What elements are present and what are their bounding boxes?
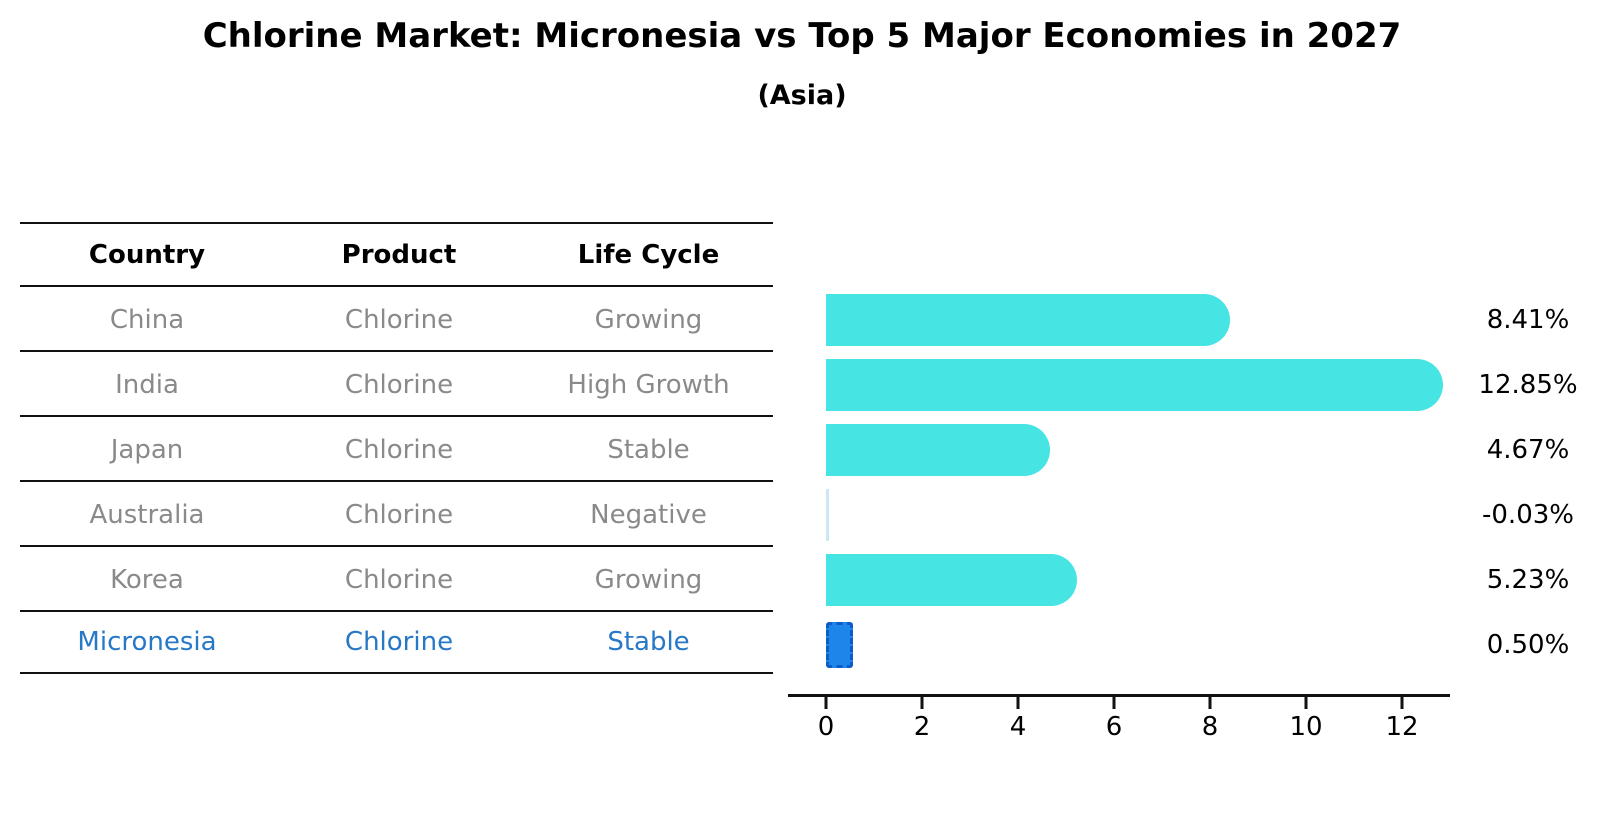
table-cell-product: Chlorine bbox=[344, 627, 454, 657]
table-cell-life-cycle: Growing bbox=[594, 564, 703, 595]
bar-value-label: 5.23% bbox=[1486, 565, 1570, 595]
chart-title: Chlorine Market: Micronesia vs Top 5 Maj… bbox=[202, 16, 1402, 56]
table-row: India Chlorine High Growth bbox=[20, 352, 773, 417]
table-cell-country: Korea bbox=[110, 564, 184, 595]
table-cell-country: Micronesia bbox=[77, 627, 217, 657]
bar-korea bbox=[826, 554, 1078, 606]
bar-japan bbox=[826, 424, 1051, 476]
table-header-country: Country bbox=[88, 239, 206, 270]
x-axis-tick-label: 10 bbox=[1289, 712, 1323, 742]
table-separator-line bbox=[20, 480, 773, 482]
x-axis-tick-mark bbox=[1112, 697, 1116, 709]
table-row: Japan Chlorine Stable bbox=[20, 417, 773, 482]
table-cell-product: Chlorine bbox=[344, 499, 454, 530]
bar-value-label: 4.67% bbox=[1486, 435, 1570, 465]
bar-value-label: 12.85% bbox=[1478, 370, 1578, 400]
table-cell-product: Chlorine bbox=[344, 434, 454, 465]
bar-value-label: 0.50% bbox=[1486, 630, 1570, 660]
table-row: Korea Chlorine Growing bbox=[20, 547, 773, 612]
x-axis-tick-mark bbox=[920, 697, 924, 709]
table-row: Micronesia Chlorine Stable bbox=[20, 612, 773, 672]
x-axis-tick-mark bbox=[1304, 697, 1308, 709]
table-cell-product: Chlorine bbox=[344, 369, 454, 400]
table-separator-line bbox=[20, 415, 773, 417]
table-header-row: Country Product Life Cycle bbox=[20, 224, 773, 285]
table-header-product: Product bbox=[341, 239, 457, 270]
bar-value-label: 8.41% bbox=[1486, 305, 1570, 335]
x-axis-tick-label: 2 bbox=[913, 712, 931, 742]
table-cell-country: Japan bbox=[110, 434, 184, 465]
table-separator-line bbox=[20, 545, 773, 547]
table-cell-life-cycle: Growing bbox=[594, 304, 703, 335]
x-axis-tick-mark bbox=[1208, 697, 1212, 709]
x-axis-tick-mark bbox=[1016, 697, 1020, 709]
table-cell-life-cycle: High Growth bbox=[567, 369, 730, 400]
table-separator-line bbox=[20, 285, 773, 287]
table-cell-life-cycle: Stable bbox=[607, 434, 690, 465]
x-axis-tick-mark bbox=[824, 697, 828, 709]
bar-micronesia bbox=[826, 622, 853, 668]
table-separator-line bbox=[20, 350, 773, 352]
table-cell-country: India bbox=[115, 369, 179, 400]
x-axis-tick-label: 4 bbox=[1009, 712, 1027, 742]
bar-australia bbox=[826, 489, 829, 541]
x-axis-tick-label: 6 bbox=[1105, 712, 1123, 742]
bar-value-label: -0.03% bbox=[1482, 500, 1574, 530]
table-cell-life-cycle: Negative bbox=[590, 499, 707, 530]
x-axis-tick-label: 0 bbox=[817, 712, 835, 742]
x-axis-tick-label: 12 bbox=[1385, 712, 1419, 742]
table-row: Australia Chlorine Negative bbox=[20, 482, 773, 547]
x-axis-tick-label: 8 bbox=[1201, 712, 1219, 742]
table-row: China Chlorine Growing bbox=[20, 287, 773, 352]
table-separator-line bbox=[20, 610, 773, 612]
bar-india bbox=[826, 359, 1443, 411]
table-cell-product: Chlorine bbox=[344, 304, 454, 335]
table-separator-line bbox=[20, 672, 773, 674]
table-cell-product: Chlorine bbox=[344, 564, 454, 595]
x-axis-tick-mark bbox=[1400, 697, 1404, 709]
bar-china bbox=[826, 294, 1230, 346]
chart-subtitle: (Asia) bbox=[757, 80, 847, 111]
table-body: China Chlorine Growing India Chlorine High Gr… bbox=[20, 287, 773, 672]
table-cell-country: Australia bbox=[89, 499, 205, 530]
x-axis-line bbox=[788, 694, 1450, 697]
table-cell-country: China bbox=[109, 304, 185, 335]
table-separator-line bbox=[20, 222, 773, 224]
table-header-life-cycle: Life Cycle bbox=[577, 239, 720, 270]
table-cell-life-cycle: Stable bbox=[607, 627, 690, 657]
